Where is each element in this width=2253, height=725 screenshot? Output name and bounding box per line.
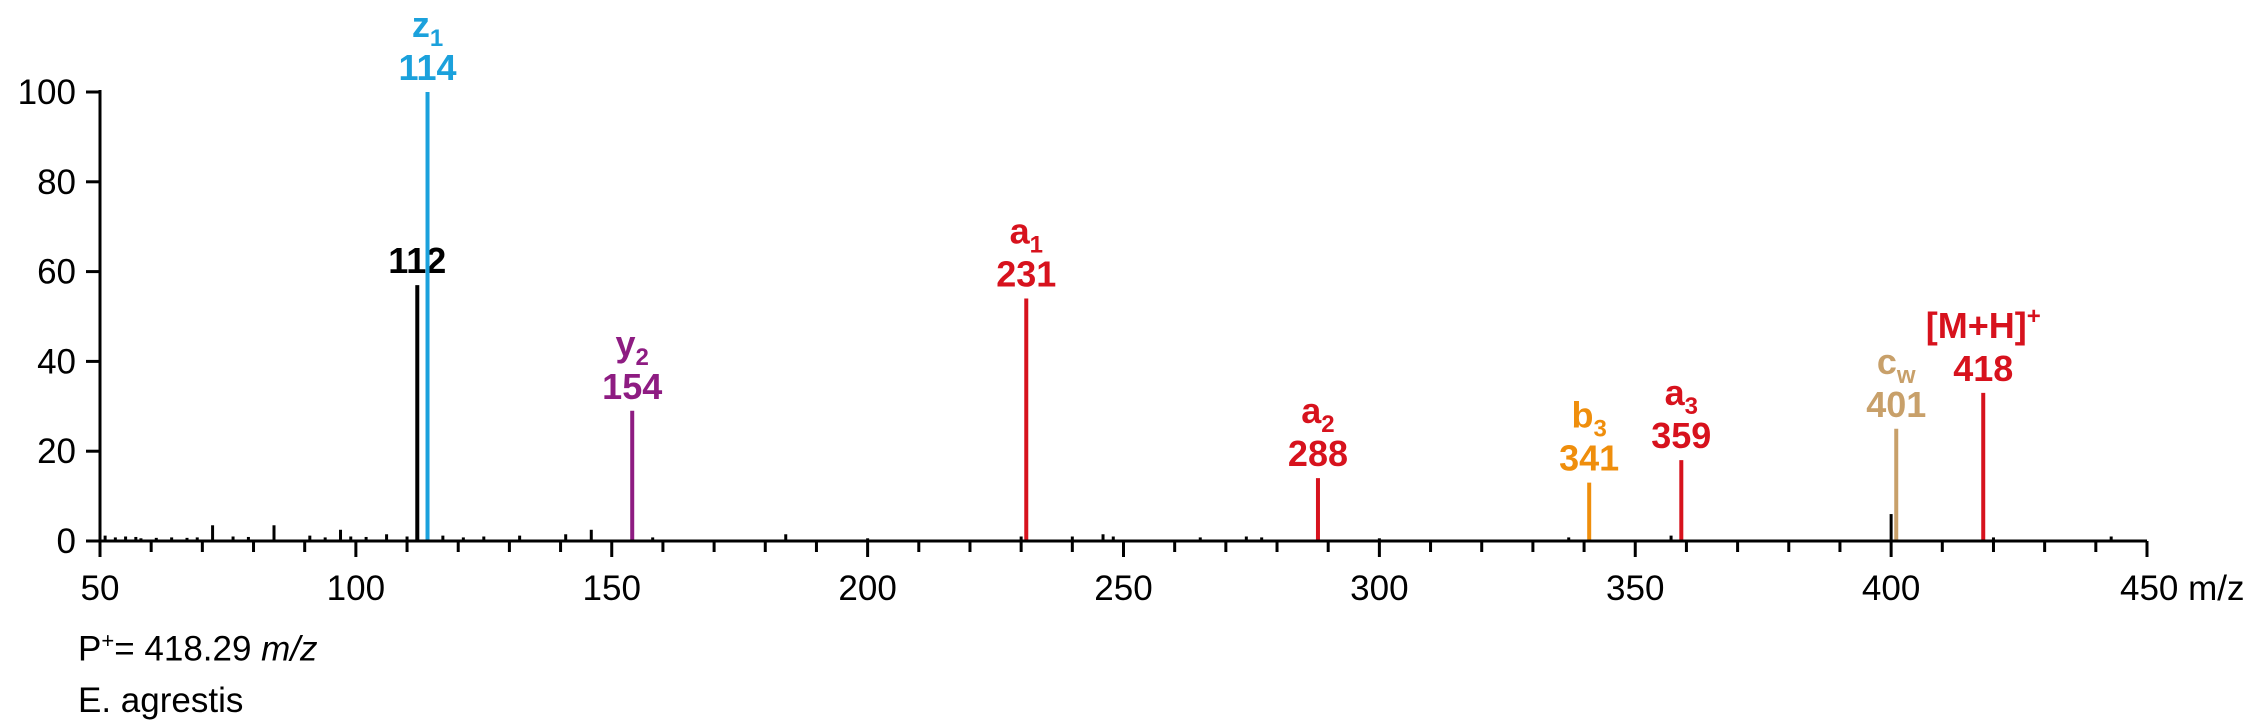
peak-ion-label: b3 bbox=[1572, 395, 1607, 443]
ion-type: y bbox=[616, 323, 636, 364]
ion-subscript: 1 bbox=[430, 25, 443, 52]
x-tick-label: 200 bbox=[838, 569, 896, 608]
species-label: E. agrestis bbox=[78, 681, 244, 720]
ion-type: c bbox=[1877, 341, 1897, 382]
peak-ion-label: [M+H]+ bbox=[1926, 303, 2041, 346]
ion-type: a bbox=[1010, 211, 1031, 252]
precursor-unit: m/z bbox=[261, 629, 318, 669]
ion-type: z bbox=[412, 4, 430, 45]
mass-spectrum-chart: 0 20 40 60 80 100 50 100 150 200 250 300 350 400 450 … bbox=[18, 4, 2245, 608]
noise-peaks bbox=[103, 514, 2113, 541]
peak-mass-label: 288 bbox=[1288, 433, 1348, 474]
peak-mass-label: 341 bbox=[1559, 438, 1619, 479]
x-tick-label: 250 bbox=[1094, 569, 1152, 608]
y-tick-label: 20 bbox=[37, 432, 76, 471]
ion-subscript: 3 bbox=[1594, 416, 1607, 443]
ion-type: a bbox=[1301, 390, 1322, 431]
precursor-mass-label: P+= 418.29 m/z bbox=[78, 628, 318, 670]
y-tick-label: 40 bbox=[37, 342, 76, 381]
x-tick-label: 50 bbox=[81, 569, 120, 608]
y-tick-label: 80 bbox=[37, 163, 76, 202]
y-tick-label: 100 bbox=[18, 73, 76, 112]
ion-subscript: 2 bbox=[1321, 411, 1334, 438]
ion-superscript: + bbox=[2027, 303, 2041, 330]
x-axis-ticks: 50 100 150 200 250 300 350 400 450 m/z bbox=[81, 541, 2245, 608]
peak-ion-label: a3 bbox=[1665, 372, 1698, 420]
precursor-value: = 418.29 bbox=[114, 629, 262, 669]
peak-mass-label: 112 bbox=[388, 240, 446, 281]
x-tick-label: 400 bbox=[1862, 569, 1920, 608]
ion-type: a bbox=[1665, 372, 1686, 413]
ion-subscript: 2 bbox=[636, 344, 649, 371]
ion-subscript: 3 bbox=[1685, 393, 1698, 420]
ion-type: [M+H] bbox=[1926, 305, 2027, 346]
x-tick-label: 450 m/z bbox=[2120, 569, 2245, 608]
ion-type: b bbox=[1572, 395, 1594, 436]
peak-ion-label: y2 bbox=[616, 323, 649, 371]
y-axis-ticks: 0 20 40 60 80 100 bbox=[18, 73, 100, 561]
peak-ion-label: z1 bbox=[412, 4, 443, 52]
x-tick-label: 100 bbox=[327, 569, 385, 608]
y-tick-label: 60 bbox=[37, 253, 76, 292]
ion-subscript: 1 bbox=[1030, 232, 1043, 259]
peak-ion-label: cw bbox=[1877, 341, 1916, 389]
y-tick-label: 0 bbox=[57, 522, 76, 561]
precursor-prefix: P bbox=[78, 629, 102, 669]
peak-mass-label: 231 bbox=[996, 254, 1056, 295]
peak-mass-label: 114 bbox=[398, 47, 456, 88]
peak-mass-label: 418 bbox=[1953, 348, 2013, 389]
x-tick-label: 350 bbox=[1606, 569, 1664, 608]
peak-mass-label: 401 bbox=[1866, 384, 1926, 425]
precursor-charge: + bbox=[101, 628, 115, 653]
peak-mass-label: 154 bbox=[602, 366, 662, 407]
peak-ion-label: a2 bbox=[1301, 390, 1334, 438]
peak-ion-label: a1 bbox=[1010, 211, 1043, 259]
x-tick-label: 300 bbox=[1350, 569, 1408, 608]
ion-subscript: w bbox=[1896, 362, 1916, 389]
x-tick-label: 150 bbox=[583, 569, 641, 608]
peak-mass-label: 359 bbox=[1651, 415, 1711, 456]
